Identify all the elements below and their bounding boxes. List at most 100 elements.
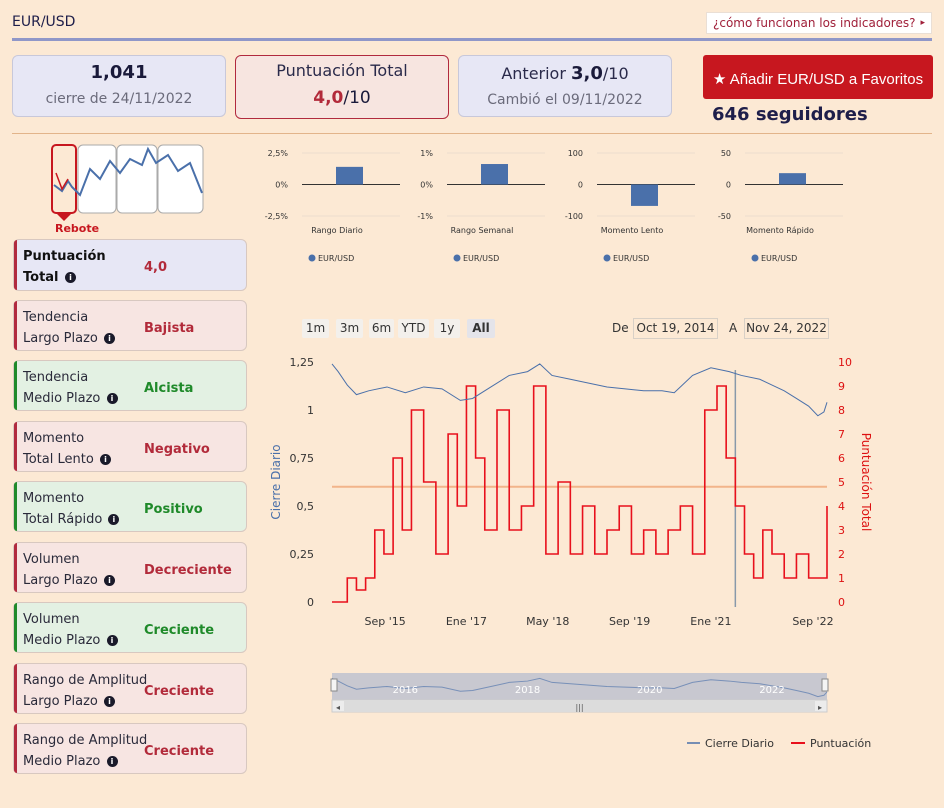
indicator-title: Volumen	[23, 552, 80, 567]
info-icon[interactable]: i	[65, 272, 77, 283]
navigator-year-label: 2018	[515, 685, 540, 696]
total-score-card: Puntuación Total 4,0/10	[235, 55, 449, 119]
indicator-subtitle: Largo Plazo i	[23, 573, 115, 588]
indicator-subtitle: Medio Plazo i	[23, 754, 118, 769]
legend-label-close: Cierre Diario	[705, 737, 774, 750]
range-button[interactable]: YTD	[398, 319, 429, 338]
indicator-subtitle: Medio Plazo i	[23, 633, 118, 648]
mini-tick-label: -2,5%	[265, 212, 289, 221]
y-tick-label: 0	[307, 596, 314, 609]
total-score-suffix: /10	[343, 88, 371, 108]
indicator-card: Volumen Largo Plazo i Decreciente	[13, 542, 247, 593]
y2-tick-label: 6	[838, 452, 845, 465]
y-tick-label: 0,75	[290, 452, 315, 465]
range-button[interactable]: 1y	[434, 319, 460, 338]
info-icon[interactable]: i	[106, 635, 118, 646]
y2-axis-title: Puntuación Total	[859, 433, 873, 532]
info-icon[interactable]: i	[108, 514, 120, 525]
y2-tick-label: 2	[838, 548, 845, 561]
changed-date: Cambió el 09/11/2022	[487, 92, 643, 108]
indicator-subtitle-text: Total Lento	[23, 452, 94, 467]
info-icon[interactable]: i	[104, 333, 115, 344]
help-link-label: ¿cómo funcionan los indicadores?	[713, 16, 916, 30]
indicator-value: Positivo	[144, 502, 203, 517]
mini-bar	[631, 184, 658, 206]
mini-legend-label: EUR/USD	[613, 254, 649, 263]
add-favorite-label: Añadir EUR/USD a Favoritos	[729, 70, 924, 88]
indicator-accent	[14, 422, 17, 471]
indicator-accent	[14, 482, 17, 531]
title-underline	[12, 38, 932, 41]
indicator-card: Momento Total Lento i Negativo	[13, 421, 247, 472]
mini-bar	[481, 164, 508, 185]
indicator-card: Rango de Amplitud Medio Plazo i Creciente	[13, 723, 247, 774]
x-tick-label: Sep '19	[609, 615, 650, 628]
indicator-subtitle-text: Total Rápido	[23, 512, 103, 527]
y2-tick-label: 3	[838, 524, 845, 537]
navigator-track	[332, 673, 827, 700]
indicator-subtitle-text: Largo Plazo	[23, 694, 98, 709]
indicator-subtitle: Largo Plazo i	[23, 331, 115, 346]
info-icon[interactable]: i	[104, 696, 115, 707]
mini-legend-label: EUR/USD	[463, 254, 499, 263]
mini-bar	[336, 166, 363, 185]
previous-score-suffix: /10	[602, 64, 629, 83]
mini-tick-label: 1%	[420, 149, 433, 158]
indicator-value: Creciente	[144, 623, 215, 638]
to-label: A	[729, 321, 738, 335]
y-tick-label: 0,5	[297, 500, 315, 513]
indicator-card: Volumen Medio Plazo i Creciente	[13, 602, 247, 653]
indicator-title: Rango de Amplitud	[23, 673, 148, 688]
indicator-subtitle-text: Medio Plazo	[23, 391, 101, 406]
indicator-title: Momento	[23, 431, 85, 446]
indicator-value: Bajista	[144, 321, 195, 336]
indicator-accent	[14, 301, 17, 350]
indicator-title: Momento	[23, 491, 85, 506]
info-icon[interactable]: i	[99, 454, 111, 465]
indicator-subtitle-text: Largo Plazo	[23, 331, 98, 346]
pattern-frame-1	[77, 144, 117, 214]
mini-tick-label: -50	[718, 212, 731, 221]
indicator-card: Momento Total Rápido i Positivo	[13, 481, 247, 532]
indicator-title: Tendencia	[23, 370, 89, 385]
indicator-card: Tendencia Largo Plazo i Bajista	[13, 300, 247, 351]
indicator-card: Rango de Amplitud Largo Plazo i Creciente	[13, 663, 247, 714]
from-label: De	[612, 321, 629, 335]
indicator-subtitle: Total Rápido i	[23, 512, 120, 527]
close-value: 1,041	[90, 62, 148, 83]
to-date-input[interactable]: Nov 24, 2022	[744, 318, 829, 339]
y-tick-label: 1,25	[290, 356, 315, 369]
from-date-input[interactable]: Oct 19, 2014	[633, 318, 718, 339]
score-series-line	[332, 385, 828, 603]
info-icon[interactable]: i	[104, 575, 115, 586]
y2-tick-label: 10	[838, 356, 852, 369]
help-link[interactable]: ¿cómo funcionan los indicadores? ▸	[706, 12, 932, 34]
indicator-value: Creciente	[144, 684, 215, 699]
info-icon[interactable]: i	[106, 756, 118, 767]
legend-dot	[603, 254, 611, 262]
range-button[interactable]: 3m	[336, 319, 363, 338]
range-button[interactable]: All	[467, 319, 495, 338]
indicator-title: Puntuación	[23, 249, 106, 264]
total-score: 4,0/10	[236, 88, 448, 108]
indicator-value: 4,0	[144, 260, 168, 275]
mini-chart-title: Momento Rápido	[746, 226, 814, 235]
add-favorite-button[interactable]: ★ Añadir EUR/USD a Favoritos	[703, 55, 933, 99]
pattern-pointer	[56, 213, 72, 221]
indicator-accent	[14, 664, 17, 713]
mini-chart-title: Rango Semanal	[451, 226, 514, 235]
mini-tick-label: 50	[721, 149, 731, 158]
navigator-handle-left	[330, 678, 338, 692]
info-icon[interactable]: i	[106, 393, 118, 404]
y2-tick-label: 1	[838, 572, 845, 585]
indicator-subtitle-text: Medio Plazo	[23, 633, 101, 648]
range-button[interactable]: 6m	[369, 319, 394, 338]
range-button[interactable]: 1m	[302, 319, 329, 338]
mini-chart-title: Momento Lento	[601, 226, 664, 235]
indicator-subtitle-text: Medio Plazo	[23, 754, 101, 769]
scroll-grip: |||	[575, 703, 583, 712]
pattern-label: Rebote	[55, 222, 99, 235]
pattern-mark	[55, 172, 69, 191]
star-icon: ★	[712, 70, 727, 88]
x-tick-label: Ene '21	[690, 615, 731, 628]
